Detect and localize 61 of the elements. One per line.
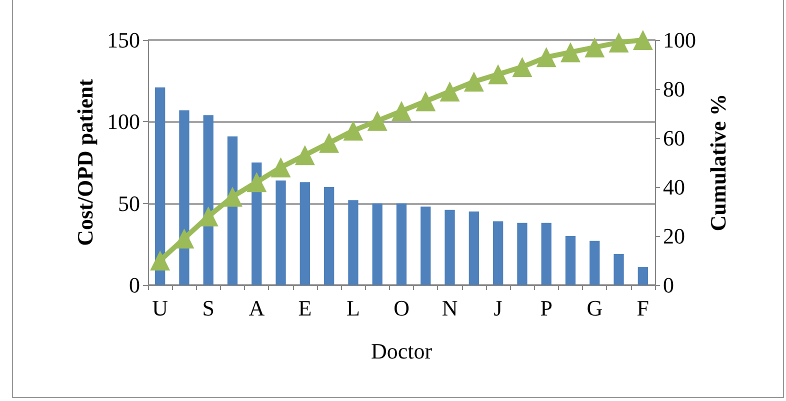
y-tick-label: 0 bbox=[129, 272, 140, 298]
y2-tick-label: 60 bbox=[663, 126, 685, 150]
x-tick-label: L bbox=[346, 296, 360, 320]
x-tick-label: F bbox=[636, 296, 650, 320]
y2-tick-label: 0 bbox=[663, 272, 674, 298]
point bbox=[367, 110, 388, 131]
point bbox=[319, 132, 340, 153]
bar bbox=[396, 203, 407, 285]
point bbox=[584, 37, 605, 58]
x-axis-title: Doctor bbox=[370, 338, 433, 364]
y2-tick-label: 100 bbox=[663, 28, 696, 52]
x-tick-label: U bbox=[152, 296, 168, 320]
point bbox=[464, 72, 484, 92]
bar bbox=[565, 236, 576, 285]
bar bbox=[541, 222, 552, 285]
y2-axis-title: Cumulative % bbox=[705, 94, 730, 232]
point bbox=[488, 64, 508, 84]
y2-tick-label: 20 bbox=[663, 224, 685, 248]
point bbox=[343, 120, 364, 141]
bar bbox=[590, 240, 600, 285]
bar bbox=[179, 110, 190, 285]
bar bbox=[638, 267, 648, 285]
bar bbox=[155, 87, 166, 285]
point bbox=[560, 42, 580, 62]
x-tick-label: G bbox=[586, 296, 603, 320]
y-axis-title: Cost/OPD patient bbox=[72, 78, 98, 246]
point bbox=[416, 91, 436, 112]
x-tick-label: A bbox=[248, 296, 265, 320]
bar bbox=[517, 222, 528, 285]
x-tick-label: P bbox=[540, 296, 552, 320]
bar bbox=[348, 200, 358, 285]
bar bbox=[614, 254, 624, 285]
bar bbox=[420, 206, 431, 285]
point bbox=[632, 30, 653, 50]
x-tick-label: O bbox=[394, 296, 410, 320]
bar bbox=[493, 221, 504, 285]
point bbox=[222, 186, 242, 207]
point bbox=[512, 56, 532, 77]
y2-tick-label: 80 bbox=[663, 76, 685, 102]
point bbox=[392, 101, 412, 122]
y-tick-label: 150 bbox=[107, 28, 140, 52]
y-tick-label: 50 bbox=[118, 190, 140, 216]
bar bbox=[444, 210, 455, 285]
point bbox=[608, 32, 629, 52]
point bbox=[536, 47, 556, 68]
x-tick-label: E bbox=[298, 296, 312, 320]
point bbox=[270, 157, 291, 178]
bar bbox=[372, 203, 382, 285]
bar bbox=[324, 187, 334, 285]
bar bbox=[468, 212, 479, 285]
point bbox=[150, 250, 170, 270]
x-tick-label: J bbox=[494, 296, 503, 320]
point bbox=[440, 81, 460, 102]
bar bbox=[300, 182, 310, 285]
point bbox=[294, 145, 315, 166]
x-tick-label: N bbox=[442, 296, 458, 320]
y2-tick-label: 40 bbox=[663, 174, 685, 200]
x-tick-label: S bbox=[202, 296, 214, 320]
point bbox=[246, 172, 267, 192]
y-tick-label: 100 bbox=[107, 109, 140, 134]
bar bbox=[276, 180, 286, 285]
